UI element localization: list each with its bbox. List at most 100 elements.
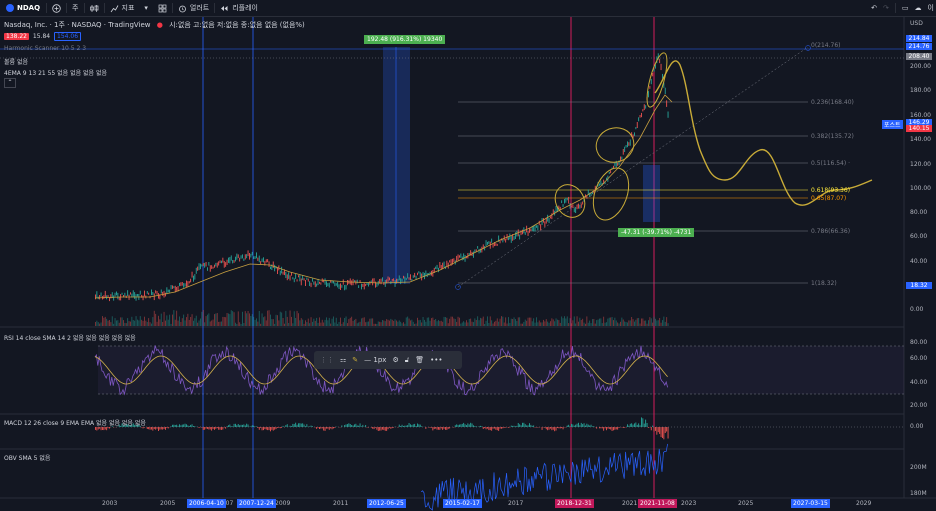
- obv-axis-label: 180M: [910, 490, 927, 497]
- time-tag: 2006-04-10: [187, 499, 226, 508]
- fib-level-label: 0.618(93.36): [811, 187, 851, 194]
- measure-up-box[interactable]: [383, 47, 410, 284]
- macd-axis-label: 0.00: [910, 423, 924, 430]
- fullscreen-icon[interactable]: ▭: [901, 4, 909, 12]
- line-width-label: 1px: [373, 356, 387, 364]
- price-axis-label: 120.00: [910, 161, 931, 168]
- ema-label: 4EMA 9 13 21 55 없음 없음 없음 없음: [4, 70, 108, 77]
- measure-up-label: 192.48 (916.31%) 19340: [364, 35, 446, 44]
- time-axis-label: 2017: [508, 500, 524, 507]
- post-label: 포스트: [882, 120, 903, 129]
- projection-path[interactable]: [654, 60, 873, 206]
- drawing-toolbar: ⋮⋮ ⚏ ✎ — 1px ⚙ 🔓︎ 🗑︎ •••: [314, 351, 462, 369]
- divider: [214, 3, 216, 13]
- time-tag: 2018-12-31: [555, 499, 594, 508]
- price-axis-label: 0.00: [910, 306, 924, 313]
- chevron-down-icon[interactable]: ▾: [144, 4, 148, 12]
- ellipses[interactable]: [549, 51, 671, 225]
- chart-canvas[interactable]: [0, 17, 936, 511]
- sell-price-button[interactable]: 138.22: [4, 33, 29, 40]
- account-label[interactable]: 이: [927, 4, 934, 12]
- price-axis-label: 40.00: [910, 258, 928, 265]
- plus-circle-icon: [52, 3, 61, 13]
- indicators-button[interactable]: 지표: [105, 0, 140, 16]
- trash-icon[interactable]: 🗑︎: [415, 356, 425, 364]
- fib-level-label: 0.5(116.54) ·: [811, 160, 851, 167]
- line-style-button[interactable]: — 1px: [364, 356, 387, 364]
- layouts-button[interactable]: [153, 0, 172, 16]
- time-tag: 2012-06-25: [367, 499, 406, 508]
- currency-label: USD: [910, 20, 923, 27]
- template-icon[interactable]: ⚏: [340, 356, 347, 364]
- symbol-button[interactable]: NDAQ: [0, 4, 46, 12]
- price-axis-label: 200.00: [910, 63, 931, 70]
- measure-down-box[interactable]: [643, 165, 660, 222]
- divider: [103, 3, 105, 13]
- pencil-icon[interactable]: ✎: [352, 356, 359, 364]
- time-axis-label: 2003: [102, 500, 118, 507]
- symbol-label: NDAQ: [17, 4, 41, 12]
- price-tag: 214.84: [906, 35, 932, 42]
- undo-icon[interactable]: ↶: [871, 4, 878, 12]
- grid-icon: [158, 4, 167, 12]
- fib-level-label: 1(18.32): [811, 280, 837, 287]
- alert-label: 얼러트: [189, 4, 210, 12]
- time-tag: 2027-03-15: [791, 499, 830, 508]
- rsi-band: [98, 346, 904, 394]
- lock-icon[interactable]: 🔓︎: [404, 355, 410, 364]
- fib-retracement[interactable]: [455, 45, 811, 290]
- replay-button[interactable]: 리플레이: [215, 0, 263, 16]
- rsi-axis-label: 60.00: [910, 355, 928, 362]
- rsi-axis-label: 20.00: [910, 402, 928, 409]
- price-axis-label: 140.00: [910, 136, 931, 143]
- symbol-logo-icon: [6, 4, 14, 12]
- time-axis-label: 2005: [160, 500, 176, 507]
- cloud-icon[interactable]: ☁: [914, 4, 922, 12]
- more-icon[interactable]: •••: [430, 356, 443, 364]
- time-axis-label: 2023: [681, 500, 697, 507]
- price-tag: 208.40: [906, 53, 932, 60]
- time-tag: 2007-12-24: [237, 499, 276, 508]
- chart-type-button[interactable]: [85, 0, 104, 16]
- obv-line: [420, 443, 668, 511]
- ohlc-text: 시:없음 고:없음 저:없음 종:없음 없음 (없음%): [169, 21, 305, 29]
- rsi-line: [94, 345, 668, 396]
- divider: [83, 3, 85, 13]
- macd-label: MACD 12 26 close 9 EMA EMA 없음 없음 없음 없음: [4, 420, 146, 427]
- rsi-axis-label: 40.00: [910, 379, 928, 386]
- price-axis-label: 80.00: [910, 209, 928, 216]
- scanner-label: Harmonic Scanner 10 5 2 3: [4, 45, 87, 52]
- spread-value: 15.84: [32, 33, 51, 40]
- interval-label: 주: [72, 4, 79, 12]
- price-axis-label: 180.00: [910, 87, 931, 94]
- candles-icon: [89, 4, 98, 12]
- price-axis-label: 160.00: [910, 112, 931, 119]
- add-symbol-button[interactable]: [47, 0, 66, 16]
- interval-button[interactable]: 주: [67, 0, 83, 16]
- divider: [894, 3, 896, 13]
- settings-icon[interactable]: ⚙: [392, 356, 399, 364]
- price-tag: 18.32: [906, 282, 932, 289]
- volume-bars: [95, 310, 669, 326]
- fib-level-label: 0.65(87.07): [811, 195, 847, 202]
- time-axis-label: 2025: [738, 500, 754, 507]
- alert-button[interactable]: 얼러트: [173, 0, 214, 16]
- redo-icon[interactable]: ↷: [883, 4, 889, 12]
- buy-price-button[interactable]: 154.06: [54, 32, 82, 41]
- drag-handle-icon[interactable]: ⋮⋮: [320, 356, 334, 364]
- rsi-label: RSI 14 close SMA 14 2 없음 없음 없음 없음 없음: [4, 335, 136, 342]
- price-tag: 214.76: [906, 43, 932, 50]
- divider: [46, 3, 48, 13]
- price-tag: 146.29: [906, 119, 932, 126]
- chart-title-text: Nasdaq, Inc. · 1주 · NASDAQ · TradingView: [4, 21, 151, 29]
- divider: [66, 3, 68, 13]
- alarm-clock-icon: [179, 5, 186, 12]
- divider: [171, 3, 173, 13]
- price-axis-label: 100.00: [910, 185, 931, 192]
- collapse-legend-button[interactable]: ⌃: [4, 78, 16, 88]
- replay-label: 리플레이: [232, 4, 258, 12]
- indicators-icon: [110, 4, 118, 12]
- right-tools: ↶ ↷ ▭ ☁ 이: [871, 0, 934, 16]
- time-tag: 2021-11-08: [638, 499, 677, 508]
- chart-title: Nasdaq, Inc. · 1주 · NASDAQ · TradingView…: [4, 20, 305, 30]
